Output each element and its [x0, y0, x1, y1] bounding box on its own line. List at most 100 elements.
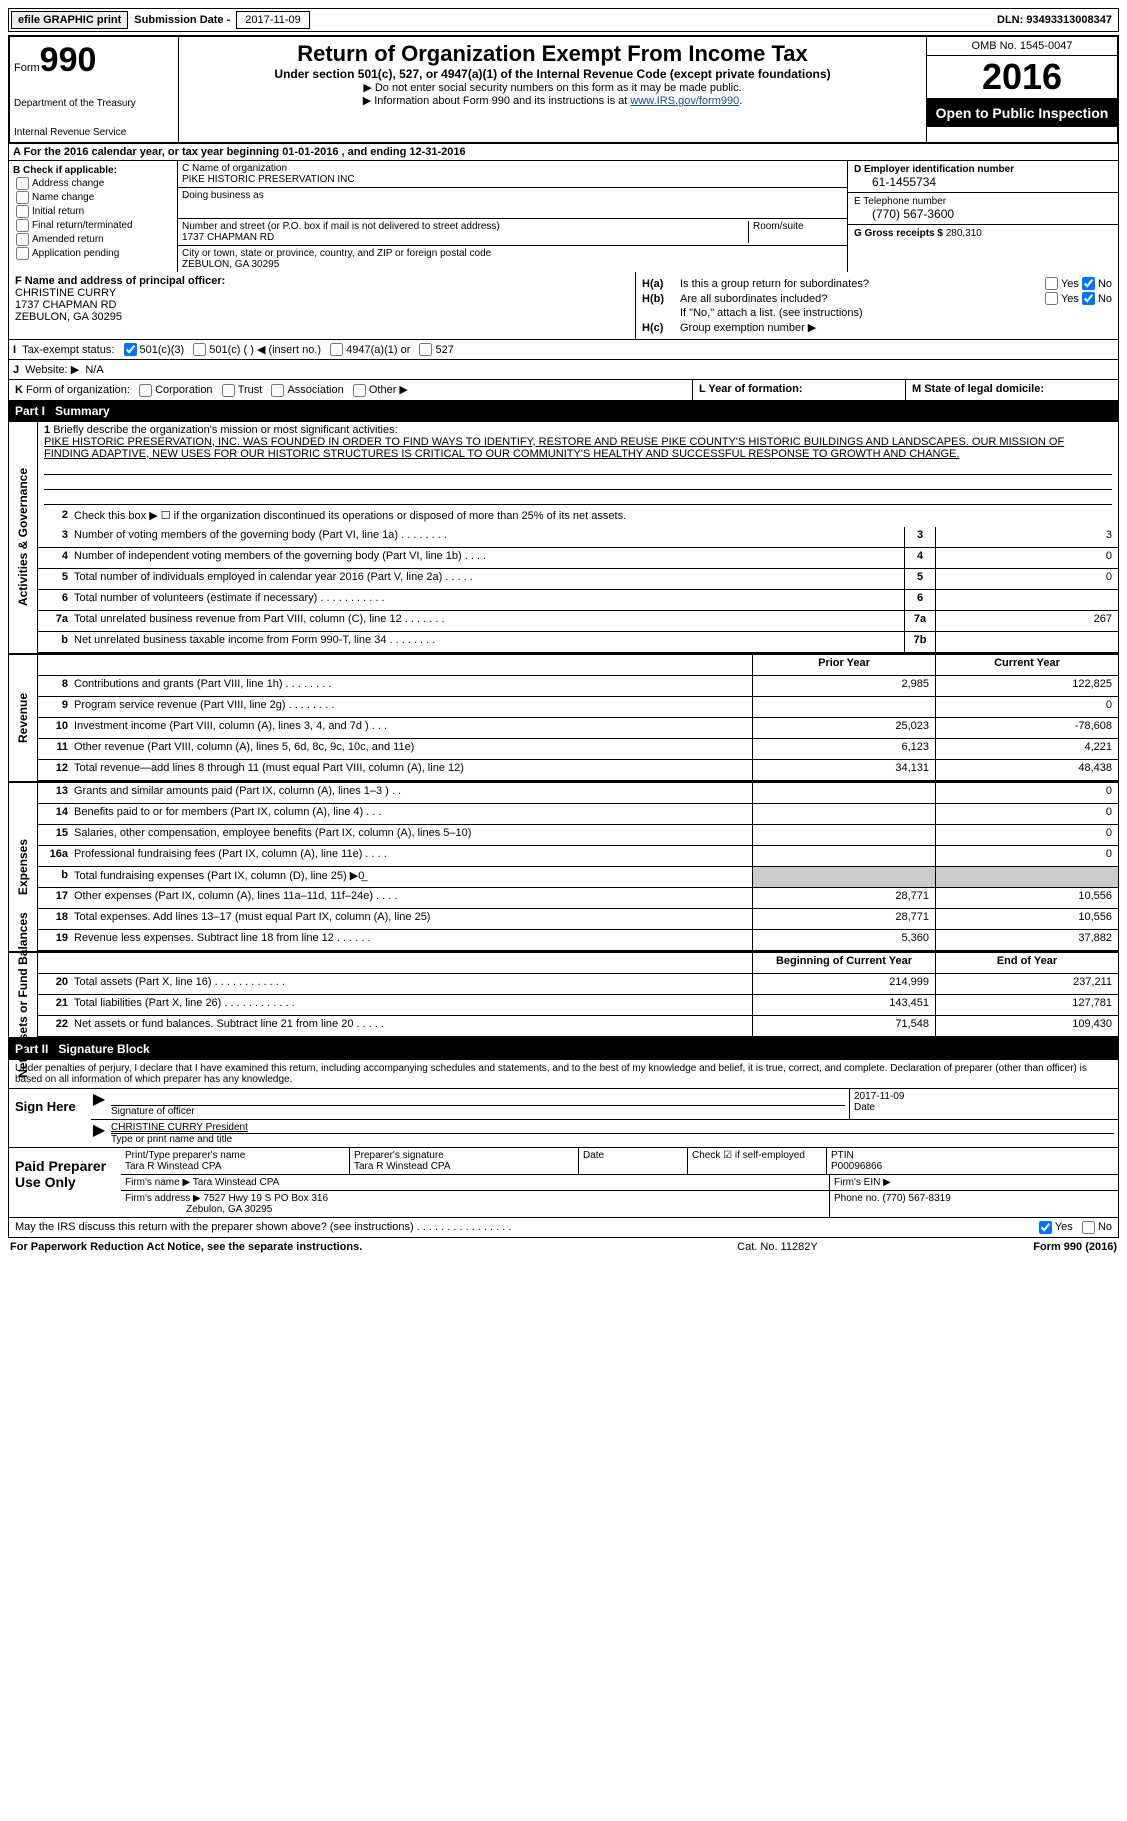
form-number: 990: [40, 41, 97, 79]
hb-yes[interactable]: [1045, 292, 1058, 305]
line-7a-desc: Total unrelated business revenue from Pa…: [70, 611, 904, 631]
discuss-yes[interactable]: [1039, 1221, 1052, 1234]
cb-initial-return[interactable]: [16, 205, 29, 218]
dept-treasury: Department of the Treasury: [14, 98, 174, 109]
cb-501c[interactable]: [193, 343, 206, 356]
line-10-prior: 25,023: [752, 718, 935, 738]
hdr-beginning: Beginning of Current Year: [752, 953, 935, 973]
cb-trust[interactable]: [222, 384, 235, 397]
form-label: Form: [14, 62, 40, 74]
line-17-current: 10,556: [935, 888, 1118, 908]
website: N/A: [85, 364, 103, 376]
firm-name: Tara Winstead CPA: [193, 1177, 280, 1188]
line-b-value: [935, 632, 1118, 652]
line-20-current: 237,211: [935, 974, 1118, 994]
line-b-current: [935, 867, 1118, 887]
officer-sig-label: Signature of officer: [111, 1105, 845, 1117]
omb-number: OMB No. 1545-0047: [927, 37, 1117, 56]
submission-label: Submission Date -: [130, 14, 234, 26]
form-footer: Form 990 (2016): [1033, 1241, 1117, 1253]
line-22-prior: 71,548: [752, 1016, 935, 1036]
state-domicile: M State of legal domicile:: [905, 380, 1118, 400]
city-label: City or town, state or province, country…: [182, 248, 843, 259]
cb-final-return[interactable]: [16, 219, 29, 232]
line-b-desc: Total fundraising expenses (Part IX, col…: [70, 867, 752, 887]
officer-addr1: 1737 CHAPMAN RD: [15, 299, 629, 311]
cb-corp[interactable]: [139, 384, 152, 397]
line-6-desc: Total number of volunteers (estimate if …: [70, 590, 904, 610]
hb-no[interactable]: [1082, 292, 1095, 305]
row-i: I Tax-exempt status: 501(c)(3) 501(c) ( …: [8, 340, 1119, 360]
line-17-desc: Other expenses (Part IX, column (A), lin…: [70, 888, 752, 908]
line-21-desc: Total liabilities (Part X, line 26) . . …: [70, 995, 752, 1015]
expenses-section: Expenses 13Grants and similar amounts pa…: [8, 783, 1119, 953]
firm-ein-label: Firm's EIN ▶: [830, 1175, 1118, 1190]
line-18-current: 10,556: [935, 909, 1118, 929]
discuss-question: May the IRS discuss this return with the…: [15, 1221, 1036, 1233]
firm-phone: (770) 567-8319: [882, 1193, 950, 1204]
sig-date: 2017-11-09: [854, 1091, 1114, 1102]
side-activities: Activities & Governance: [16, 468, 30, 606]
ha-yes[interactable]: [1045, 277, 1058, 290]
hb-text: Are all subordinates included?: [680, 293, 1042, 305]
line-15-prior: [752, 825, 935, 845]
efile-button[interactable]: efile GRAPHIC print: [11, 11, 128, 29]
pra-notice: For Paperwork Reduction Act Notice, see …: [10, 1241, 522, 1253]
ha-no[interactable]: [1082, 277, 1095, 290]
side-net: Net Assets or Fund Balances: [16, 912, 30, 1078]
cb-501c3[interactable]: [124, 343, 137, 356]
line-21-prior: 143,451: [752, 995, 935, 1015]
line-13-desc: Grants and similar amounts paid (Part IX…: [70, 783, 752, 803]
cb-assoc[interactable]: [271, 384, 284, 397]
line-9-desc: Program service revenue (Part VIII, line…: [70, 697, 752, 717]
line-4-desc: Number of independent voting members of …: [70, 548, 904, 568]
line-21-current: 127,781: [935, 995, 1118, 1015]
line-15-desc: Salaries, other compensation, employee b…: [70, 825, 752, 845]
line-15-current: 0: [935, 825, 1118, 845]
line-9-prior: [752, 697, 935, 717]
hdr-current: Current Year: [935, 655, 1118, 675]
mission-text: PIKE HISTORIC PRESERVATION, INC. WAS FOU…: [44, 436, 1112, 460]
cb-4947[interactable]: [330, 343, 343, 356]
cb-amended[interactable]: [16, 233, 29, 246]
line-18-desc: Total expenses. Add lines 13–17 (must eq…: [70, 909, 752, 929]
open-inspection: Open to Public Inspection: [927, 99, 1117, 127]
line-16a-desc: Professional fundraising fees (Part IX, …: [70, 846, 752, 866]
line-10-desc: Investment income (Part VIII, column (A)…: [70, 718, 752, 738]
tel-label: E Telephone number: [854, 196, 1112, 207]
tax-year: 2016: [927, 56, 1117, 99]
line-22-desc: Net assets or fund balances. Subtract li…: [70, 1016, 752, 1036]
org-name: PIKE HISTORIC PRESERVATION INC: [182, 174, 843, 185]
ein-label: D Employer identification number: [854, 164, 1112, 175]
discuss-no[interactable]: [1082, 1221, 1095, 1234]
officer-addr2: ZEBULON, GA 30295: [15, 311, 629, 323]
ein: 61-1455734: [854, 175, 1112, 189]
line-8-prior: 2,985: [752, 676, 935, 696]
paid-preparer-label: Paid Preparer Use Only: [9, 1148, 121, 1217]
hdr-end: End of Year: [935, 953, 1118, 973]
b-title: B Check if applicable:: [13, 165, 173, 176]
cb-527[interactable]: [419, 343, 432, 356]
gross-label: G Gross receipts $: [854, 228, 943, 239]
arrow-icon: ▶: [91, 1089, 107, 1119]
cb-application-pending[interactable]: [16, 247, 29, 260]
row-klm: K Form of organization: Corporation Trus…: [8, 380, 1119, 401]
part2-header: Part IISignature Block: [8, 1039, 1119, 1060]
paid-preparer-block: Paid Preparer Use Only Print/Type prepar…: [8, 1148, 1119, 1218]
line-5-desc: Total number of individuals employed in …: [70, 569, 904, 589]
line-6-value: [935, 590, 1118, 610]
line-7a-value: 267: [935, 611, 1118, 631]
street-label: Number and street (or P.O. box if mail i…: [182, 221, 748, 232]
name-title-label: Type or print name and title: [111, 1133, 1114, 1145]
cb-name-change[interactable]: [16, 191, 29, 204]
cb-other[interactable]: [353, 384, 366, 397]
hb-label: H(b): [642, 293, 680, 305]
line-8-desc: Contributions and grants (Part VIII, lin…: [70, 676, 752, 696]
line-12-prior: 34,131: [752, 760, 935, 780]
irs-link[interactable]: www.IRS.gov/form990: [630, 95, 739, 107]
cb-address-change[interactable]: [16, 177, 29, 190]
dba-label: Doing business as: [182, 190, 843, 201]
line-20-desc: Total assets (Part X, line 16) . . . . .…: [70, 974, 752, 994]
row-j: J Website: ▶ N/A: [8, 360, 1119, 380]
firm-addr1: 7527 Hwy 19 S PO Box 316: [204, 1193, 329, 1204]
